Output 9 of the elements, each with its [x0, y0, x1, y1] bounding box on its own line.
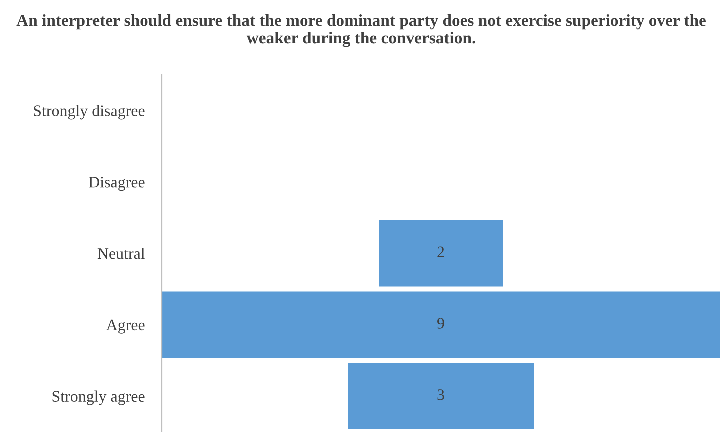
data-label: 3: [438, 390, 444, 400]
category-label: Strongly agree: [52, 390, 145, 406]
category-label: Agree: [106, 320, 145, 334]
data-label: 2: [438, 246, 444, 258]
category-label: Disagree: [89, 177, 145, 192]
data-label: 9: [438, 318, 444, 329]
category-label: Strongly disagree: [34, 105, 145, 120]
category-label: Neutral: [98, 248, 146, 260]
text: An interpreter should ensure that the more dominant party does not exercise superiority over the weaker during the conversation.: [16, 14, 706, 48]
